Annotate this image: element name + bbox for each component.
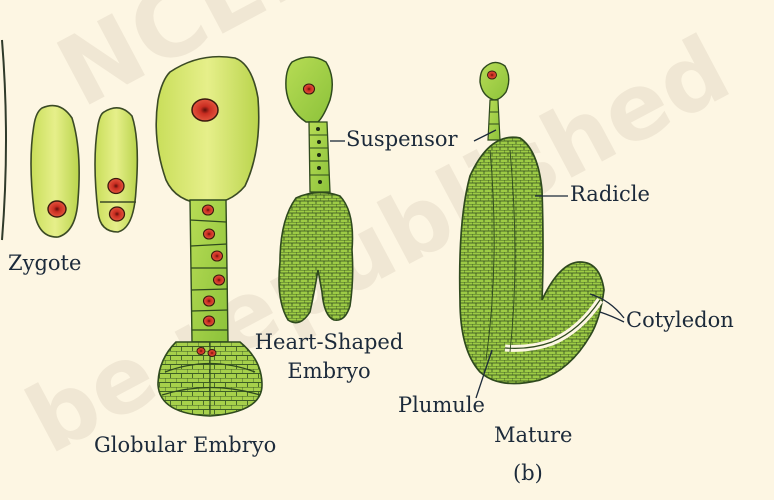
label-radicle: Radicle bbox=[570, 182, 650, 206]
cotyledon-leader-1 bbox=[589, 293, 625, 319]
label-heart-shaped-line1: Heart-Shaped bbox=[254, 330, 404, 354]
cotyledon-leader-2 bbox=[599, 311, 625, 323]
mature-embryo bbox=[458, 61, 605, 385]
label-globular-embryo: Globular Embryo bbox=[94, 433, 277, 457]
leader-lines bbox=[330, 129, 625, 399]
label-mature: Mature bbox=[494, 423, 573, 447]
suspensor-leader-mature bbox=[473, 129, 497, 142]
label-zygote: Zygote bbox=[8, 251, 82, 275]
zygote-nucleus bbox=[47, 200, 67, 218]
panel-edge-arc bbox=[1, 39, 7, 241]
label-cotyledon: Cotyledon bbox=[626, 308, 734, 332]
plumule-leader bbox=[475, 349, 493, 399]
label-panel-b: (b) bbox=[513, 461, 543, 485]
globular-embryo bbox=[155, 55, 263, 417]
two-cell-embryo bbox=[94, 107, 139, 233]
label-heart-shaped-line2: Embryo bbox=[287, 359, 371, 383]
heart-shaped-embryo bbox=[278, 56, 354, 324]
zygote-cell bbox=[30, 104, 80, 238]
label-suspensor: Suspensor bbox=[346, 127, 458, 151]
label-plumule: Plumule bbox=[398, 393, 485, 417]
